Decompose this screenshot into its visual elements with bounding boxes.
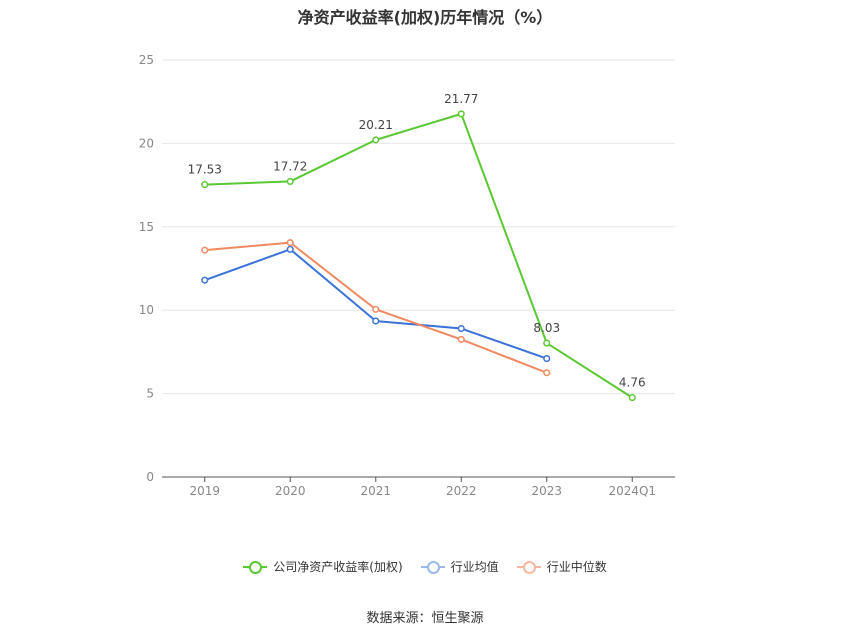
data-point	[543, 355, 551, 363]
y-tick-label: 25	[139, 53, 154, 67]
data-point	[286, 245, 294, 253]
x-tick-label: 2024Q1	[608, 484, 656, 498]
legend-swatch-industry-median	[516, 560, 541, 574]
x-tick-label: 2021	[360, 484, 391, 498]
legend-label-industry-median: 行业中位数	[546, 560, 607, 574]
legend-swatch-company	[243, 560, 268, 574]
axes: 0 5 10 15 20 25 2019 2020 2021 2022 2023 2024Q1	[139, 53, 675, 498]
data-point	[457, 335, 465, 343]
data-label: 8.03	[533, 321, 560, 335]
y-tick-label: 10	[139, 303, 154, 317]
data-point	[372, 305, 380, 313]
chart-title: 净资产收益率(加权)历年情况（%）	[297, 8, 553, 27]
y-tick-label: 0	[146, 470, 154, 484]
legend: 公司净资产收益率(加权) 行业均值 行业中位数	[0, 558, 850, 575]
data-point	[201, 276, 209, 284]
data-source: 数据来源：恒生聚源	[366, 611, 484, 626]
legend-item-company[interactable]: 公司净资产收益率(加权)	[243, 558, 403, 575]
y-tick-label: 5	[146, 387, 154, 401]
data-point	[286, 239, 294, 247]
x-tick-label: 2023	[531, 484, 562, 498]
y-tick-label: 20	[139, 136, 154, 150]
legend-item-industry-median[interactable]: 行业中位数	[516, 558, 607, 575]
x-tick-label: 2022	[446, 484, 477, 498]
data-point	[457, 324, 465, 333]
data-labels: 17.53 17.72 20.21 21.77 8.03 4.76	[188, 92, 646, 390]
data-point	[201, 246, 209, 254]
x-tick-label: 2019	[189, 484, 220, 498]
data-label: 17.53	[188, 163, 222, 177]
data-point	[543, 369, 551, 377]
series-line-1	[204, 248, 548, 360]
legend-label-company: 公司净资产收益率(加权)	[273, 560, 403, 574]
data-point	[543, 339, 551, 347]
data-point	[372, 317, 380, 325]
data-label: 4.76	[619, 376, 646, 390]
data-point	[286, 177, 294, 185]
legend-item-industry-mean[interactable]: 行业均值	[420, 558, 499, 575]
grid-lines	[162, 59, 675, 395]
data-point	[372, 136, 380, 144]
data-label: 17.72	[273, 159, 307, 173]
data-point	[201, 181, 209, 189]
legend-swatch-industry-mean	[420, 560, 445, 574]
series-line-0	[204, 112, 633, 399]
data-point	[628, 394, 636, 402]
data-label: 21.77	[444, 92, 478, 106]
legend-label-industry-mean: 行业均值	[450, 560, 499, 574]
data-point	[457, 110, 465, 118]
series-lines	[201, 110, 636, 402]
x-tick-label: 2020	[275, 484, 306, 498]
y-tick-label: 15	[139, 220, 154, 234]
data-label: 20.21	[359, 118, 393, 132]
